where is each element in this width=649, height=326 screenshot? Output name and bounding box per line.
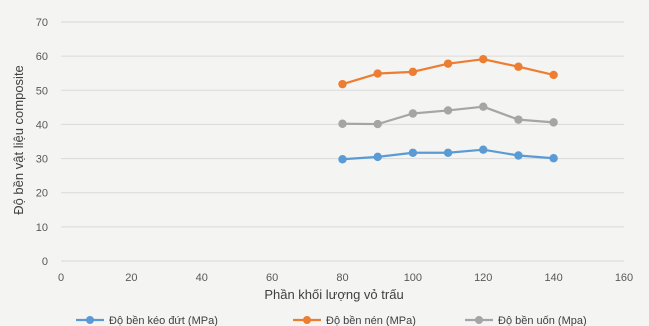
data-point	[443, 106, 453, 115]
x-tick-label: 100	[404, 272, 422, 284]
data-point	[549, 154, 558, 163]
legend: Độ bền kéo đứt (MPa) Độ bền nén (MPa) Độ b…	[76, 315, 587, 326]
data-point	[373, 119, 382, 129]
y-tick-label: 70	[36, 17, 48, 29]
legend-marker	[475, 316, 483, 324]
legend-marker	[303, 316, 311, 324]
data-point	[514, 151, 523, 160]
legend-entry: Độ bền kéo đứt (MPa)	[76, 315, 218, 326]
data-point	[338, 119, 347, 128]
x-tick-label: 60	[266, 272, 278, 284]
series-1	[338, 145, 558, 164]
data-point	[338, 79, 347, 89]
x-tick-label: 120	[474, 272, 492, 284]
data-point	[338, 155, 347, 164]
y-axis-title: Độ bền vật liệu composite	[11, 65, 26, 215]
data-point	[549, 70, 558, 80]
data-point	[373, 152, 382, 162]
y-tick-label: 40	[36, 119, 48, 131]
data-point	[373, 69, 382, 78]
y-tick-label: 60	[36, 51, 48, 63]
data-point	[408, 109, 418, 118]
data-point	[443, 59, 453, 68]
legend-label: Độ bền uốn (Mpa)	[498, 315, 587, 326]
x-tick-label: 160	[615, 272, 633, 284]
y-tick-label: 10	[36, 222, 48, 234]
x-tick-label: 80	[336, 272, 348, 284]
x-tick-label: 20	[125, 272, 137, 284]
legend-entry: Độ bền nén (MPa)	[293, 315, 416, 326]
y-tick-label: 50	[36, 85, 48, 97]
series-layer	[338, 55, 558, 164]
data-point	[479, 145, 488, 154]
data-point	[443, 148, 453, 157]
legend-label: Độ bền nén (MPa)	[326, 315, 416, 326]
x-tick-label: 140	[544, 272, 562, 284]
axes: 0 10 20 30 40 50 60 70 0 20 40 60 80 100 120 140 160	[36, 17, 633, 284]
y-tick-label: 0	[42, 256, 48, 268]
series-3	[338, 102, 558, 129]
data-point	[514, 115, 523, 124]
data-point	[549, 118, 558, 127]
data-point	[408, 67, 418, 77]
data-point	[479, 102, 488, 111]
x-tick-label: 0	[58, 272, 64, 284]
data-point	[479, 55, 488, 64]
series-2	[338, 55, 558, 89]
y-tick-label: 30	[36, 154, 48, 166]
gridlines	[61, 21, 624, 262]
x-axis-title: Phần khối lượng vỏ trấu	[264, 287, 403, 302]
legend-entry: Độ bền uốn (Mpa)	[465, 315, 587, 326]
legend-label: Độ bền kéo đứt (MPa)	[109, 315, 218, 326]
data-point	[514, 62, 523, 71]
legend-marker	[86, 316, 94, 324]
data-point	[408, 148, 418, 157]
y-tick-label: 20	[36, 188, 48, 200]
x-tick-label: 40	[196, 272, 208, 284]
